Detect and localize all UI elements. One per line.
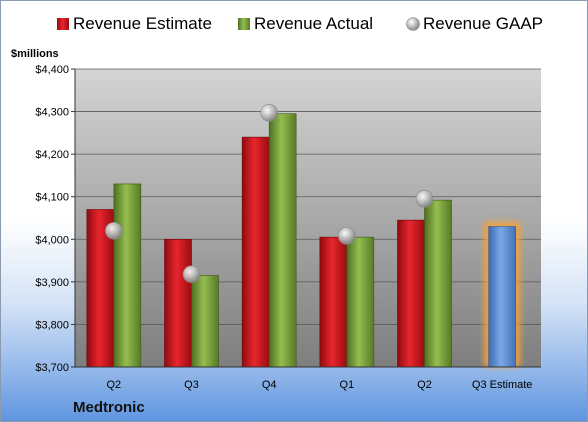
- plot-area: [75, 69, 541, 367]
- bars: [86, 113, 516, 368]
- bar-revenue-actual: [113, 183, 142, 368]
- y-tick-label: $4,000: [35, 234, 69, 246]
- legend-swatch-actual: [238, 18, 250, 30]
- marker-revenue-gaap: [338, 227, 356, 245]
- bar-revenue-actual: [424, 199, 452, 368]
- x-tick-label: Q3: [184, 379, 199, 391]
- axes: $3,700 $3,800 $3,900 $4,000 $4,100 $4,200 $4,3…: [35, 64, 541, 391]
- bar-revenue-actual: [268, 113, 297, 368]
- legend-label: Revenue GAAP: [423, 14, 543, 33]
- legend-swatch-estimate: [57, 18, 69, 30]
- x-tick-label: Q2: [106, 379, 121, 391]
- marker-revenue-gaap: [260, 104, 278, 122]
- y-tick-label: $3,700: [35, 362, 69, 374]
- y-tick-label: $4,200: [35, 149, 69, 161]
- x-tick-label: Q3 Estimate: [472, 379, 533, 391]
- bar-revenue-actual: [346, 236, 375, 368]
- legend: Revenue Estimate Revenue Actual Revenue GA…: [57, 14, 543, 33]
- x-tick-label: Q2: [417, 379, 432, 391]
- bar-revenue-actual: [191, 275, 219, 368]
- company-name: Medtronic: [73, 399, 145, 416]
- gaap-markers: [105, 104, 434, 283]
- y-tick-label: $4,400: [35, 64, 69, 76]
- marker-revenue-gaap: [182, 265, 201, 283]
- y-tick-label: $4,300: [35, 107, 69, 119]
- y-tick-label: $4,100: [35, 192, 69, 204]
- x-tick-label: Q1: [339, 379, 354, 391]
- legend-label: Revenue Actual: [254, 14, 373, 33]
- gridlines: [75, 68, 541, 368]
- marker-revenue-gaap: [105, 221, 123, 240]
- legend-swatch-gaap: [406, 17, 420, 31]
- units-label: $millions: [11, 48, 59, 60]
- marker-revenue-gaap: [415, 190, 434, 208]
- bar-revenue-estimate: [397, 219, 425, 368]
- bar-revenue-estimate: [241, 136, 270, 368]
- y-tick-label: $3,900: [35, 277, 69, 289]
- legend-label: Revenue Estimate: [73, 14, 212, 33]
- bar-revenue-estimate: [319, 236, 348, 368]
- bar-forecast: [488, 226, 516, 368]
- y-tick-label: $3,800: [35, 319, 69, 331]
- bar-revenue-estimate: [164, 238, 192, 368]
- x-tick-label: Q4: [262, 379, 277, 391]
